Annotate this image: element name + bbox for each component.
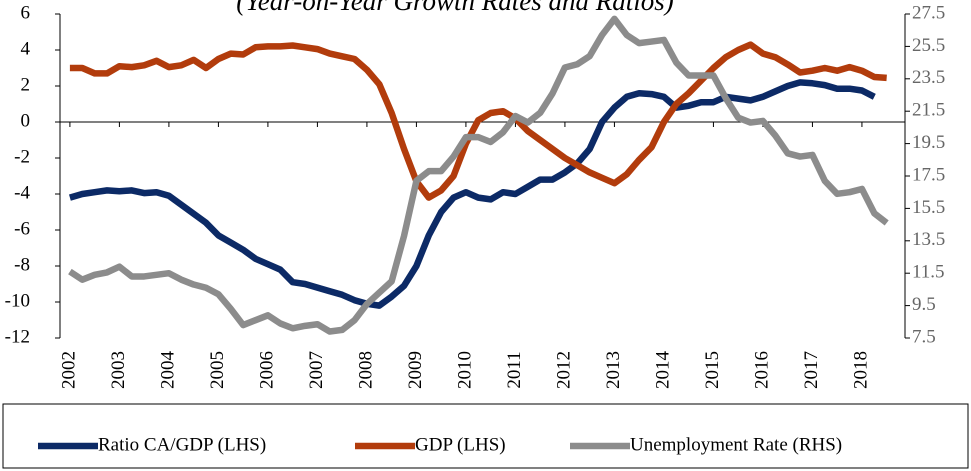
series-line [68,79,876,309]
x-tick-label: 2016 [751,351,772,389]
y2-tick-label: 19.5 [912,132,945,153]
y2-tick-label: 11.5 [912,262,945,283]
series-line [69,41,887,201]
y2-tick-label: 23.5 [912,67,945,88]
x-tick-label: 2007 [306,351,327,389]
y-tick-label: 4 [21,38,31,59]
y-tick-label: 0 [21,110,31,131]
y2-tick-label: 7.5 [912,326,936,347]
y-tick-label: -10 [5,290,30,311]
x-tick-label: 2008 [355,351,376,389]
x-tick-label: 2006 [256,351,277,389]
y2-tick-label: 27.5 [912,2,945,23]
series-line [68,15,889,335]
y2-tick-label: 9.5 [912,294,936,315]
y2-tick-label: 15.5 [912,197,945,218]
y-tick-label: -4 [14,182,30,203]
chart-title: (Year-on-Year Growth Rates and Ratios) [236,0,673,16]
x-tick-label: 2009 [405,351,426,389]
legend-box [2,403,969,469]
x-tick-label: 2005 [207,351,228,389]
y-tick-label: 2 [21,74,31,95]
y-tick-label: -8 [14,254,30,275]
x-tick-label: 2014 [652,351,673,390]
x-tick-label: 2012 [553,351,574,389]
legend-label: Ratio CA/GDP (LHS) [98,434,266,455]
legend-label: Unemployment Rate (RHS) [630,434,842,455]
x-tick-label: 2011 [504,351,525,388]
y-tick-label: -6 [14,218,30,239]
x-tick-label: 2015 [702,351,723,389]
y2-tick-label: 25.5 [912,35,945,56]
x-tick-label: 2003 [108,351,129,389]
y-tick-label: -12 [5,326,30,347]
x-tick-label: 2004 [157,351,178,390]
y2-tick-label: 21.5 [912,100,945,121]
x-tick-label: 2002 [58,351,79,389]
x-tick-label: 2010 [454,351,475,389]
y-tick-label: 6 [21,2,31,23]
y-tick-label: -2 [14,146,30,167]
y2-tick-label: 17.5 [912,164,945,185]
y2-tick-label: 13.5 [912,229,945,250]
legend-label: GDP (LHS) [415,434,506,455]
x-tick-label: 2017 [801,351,822,389]
x-tick-label: 2013 [603,351,624,389]
x-tick-label: 2018 [850,351,871,389]
